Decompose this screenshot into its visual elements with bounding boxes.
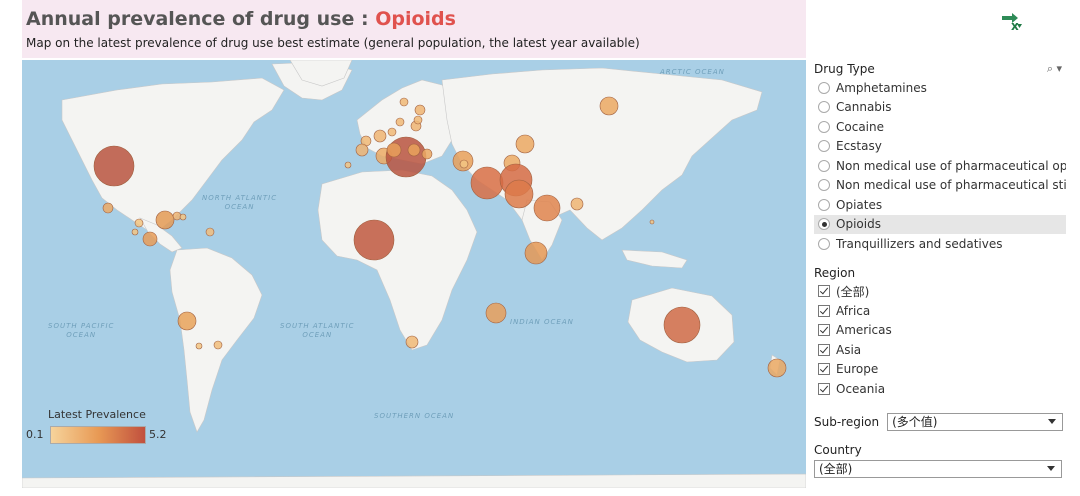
prevalence-bubbles bbox=[93, 96, 787, 378]
drug-type-option[interactable]: Cannabis bbox=[814, 98, 1066, 118]
checkbox-icon[interactable] bbox=[818, 285, 830, 298]
country-value: (全部) bbox=[819, 462, 853, 476]
arctic-ocean-label: ARCTIC OCEAN bbox=[660, 68, 725, 76]
region-label: Africa bbox=[836, 303, 871, 318]
region-option[interactable]: Africa bbox=[814, 301, 1066, 321]
drug-type-option[interactable]: Tranquillizers and sedatives bbox=[814, 234, 1066, 254]
drug-type-label: Tranquillizers and sedatives bbox=[836, 236, 1003, 251]
drug-type-title: Drug Type ⌕ ▾ bbox=[814, 62, 1062, 76]
checkbox-icon[interactable] bbox=[818, 304, 830, 317]
sub-region-label: Sub-region bbox=[814, 414, 880, 429]
radio-icon[interactable] bbox=[818, 120, 830, 133]
drug-type-option[interactable]: Opioids bbox=[814, 214, 1066, 234]
region-label: Asia bbox=[836, 342, 862, 357]
radio-icon[interactable] bbox=[818, 101, 830, 114]
drug-type-label: Non medical use of pharmaceutical op... bbox=[836, 158, 1066, 173]
chevron-down-icon bbox=[1048, 418, 1057, 424]
region-option[interactable]: Asia bbox=[814, 340, 1066, 360]
radio-icon[interactable] bbox=[818, 81, 830, 94]
radio-icon[interactable] bbox=[818, 218, 830, 231]
svg-text:x: x bbox=[1011, 19, 1019, 33]
checkbox-icon[interactable] bbox=[818, 324, 830, 337]
legend-min: 0.1 bbox=[26, 428, 44, 441]
checkbox-icon[interactable] bbox=[818, 382, 830, 395]
chevron-down-icon bbox=[1047, 465, 1055, 471]
drug-type-option[interactable]: Opiates bbox=[814, 195, 1066, 215]
dashboard-header: Annual prevalence of drug use : Opioids … bbox=[22, 0, 806, 58]
sub-region-value: (多个值) bbox=[892, 415, 938, 429]
drug-type-label: Amphetamines bbox=[836, 80, 927, 95]
map-canvas bbox=[22, 60, 806, 488]
north-atlantic-label: NORTH ATLANTIC OCEAN bbox=[202, 194, 278, 211]
southern-ocean-label: SOUTHERN OCEAN bbox=[374, 412, 455, 420]
checkbox-icon[interactable] bbox=[818, 363, 830, 376]
landmasses bbox=[22, 60, 806, 488]
indian-ocean-label: INDIAN OCEAN bbox=[510, 318, 574, 326]
region-label: Oceania bbox=[836, 381, 886, 396]
radio-icon[interactable] bbox=[818, 159, 830, 172]
filter-panel: Drug Type ⌕ ▾ Amphetamines Cannabis Cocain… bbox=[814, 62, 1066, 478]
drug-type-option[interactable]: Ecstasy bbox=[814, 137, 1066, 157]
country-dropdown[interactable]: (全部) bbox=[814, 459, 1062, 478]
region-label: Europe bbox=[836, 362, 879, 377]
drug-type-label: Ecstasy bbox=[836, 139, 882, 154]
region-option[interactable]: Americas bbox=[814, 321, 1066, 341]
world-map[interactable]: ARCTIC OCEAN NORTH ATLANTIC OCEAN SOUTH … bbox=[22, 60, 806, 488]
radio-icon[interactable] bbox=[818, 237, 830, 250]
prevalence-legend: Latest Prevalence 0.1 5.2 bbox=[22, 406, 182, 446]
region-option[interactable]: (全部) bbox=[814, 282, 1066, 302]
drug-type-list: Amphetamines Cannabis Cocaine Ecstasy Non me… bbox=[814, 78, 1066, 254]
drug-type-option[interactable]: Cocaine bbox=[814, 117, 1066, 137]
radio-icon[interactable] bbox=[818, 198, 830, 211]
checkbox-icon[interactable] bbox=[818, 343, 830, 356]
region-title: Region bbox=[814, 265, 856, 280]
region-option[interactable]: Oceania bbox=[814, 379, 1066, 399]
page-subtitle: Map on the latest prevalence of drug use… bbox=[26, 36, 640, 50]
radio-icon[interactable] bbox=[818, 179, 830, 192]
drug-type-label: Non medical use of pharmaceutical sti... bbox=[836, 178, 1066, 193]
drug-type-option[interactable]: Amphetamines bbox=[814, 78, 1066, 98]
south-pacific-label: SOUTH PACIFIC OCEAN bbox=[48, 322, 115, 339]
south-atlantic-label: SOUTH ATLANTIC OCEAN bbox=[280, 322, 355, 339]
region-label: Americas bbox=[836, 323, 892, 338]
region-option[interactable]: Europe bbox=[814, 360, 1066, 380]
drug-type-label: Opioids bbox=[836, 217, 881, 232]
sub-region-filter: Sub-region (多个值) bbox=[814, 412, 1066, 431]
drug-type-label: Opiates bbox=[836, 197, 883, 212]
selected-drug-title: Opioids bbox=[375, 8, 456, 30]
page-title: Annual prevalence of drug use : Opioids bbox=[26, 8, 456, 30]
drug-type-option[interactable]: Non medical use of pharmaceutical op... bbox=[814, 156, 1066, 176]
legend-max: 5.2 bbox=[149, 428, 167, 441]
country-title: Country bbox=[814, 442, 862, 457]
drug-type-option[interactable]: Non medical use of pharmaceutical sti... bbox=[814, 176, 1066, 196]
drug-type-label: Cannabis bbox=[836, 100, 892, 115]
legend-color-ramp bbox=[50, 426, 146, 444]
drug-type-search-icon[interactable]: ⌕ ▾ bbox=[1046, 62, 1062, 75]
drug-type-label: Cocaine bbox=[836, 119, 884, 134]
radio-icon[interactable] bbox=[818, 140, 830, 153]
excel-export-icon[interactable]: x bbox=[998, 8, 1024, 34]
region-list: (全部) Africa Americas Asia Europe Oceania bbox=[814, 282, 1066, 399]
legend-title: Latest Prevalence bbox=[48, 408, 146, 421]
region-label: (全部) bbox=[836, 284, 870, 299]
sub-region-dropdown[interactable]: (多个值) bbox=[887, 412, 1064, 431]
